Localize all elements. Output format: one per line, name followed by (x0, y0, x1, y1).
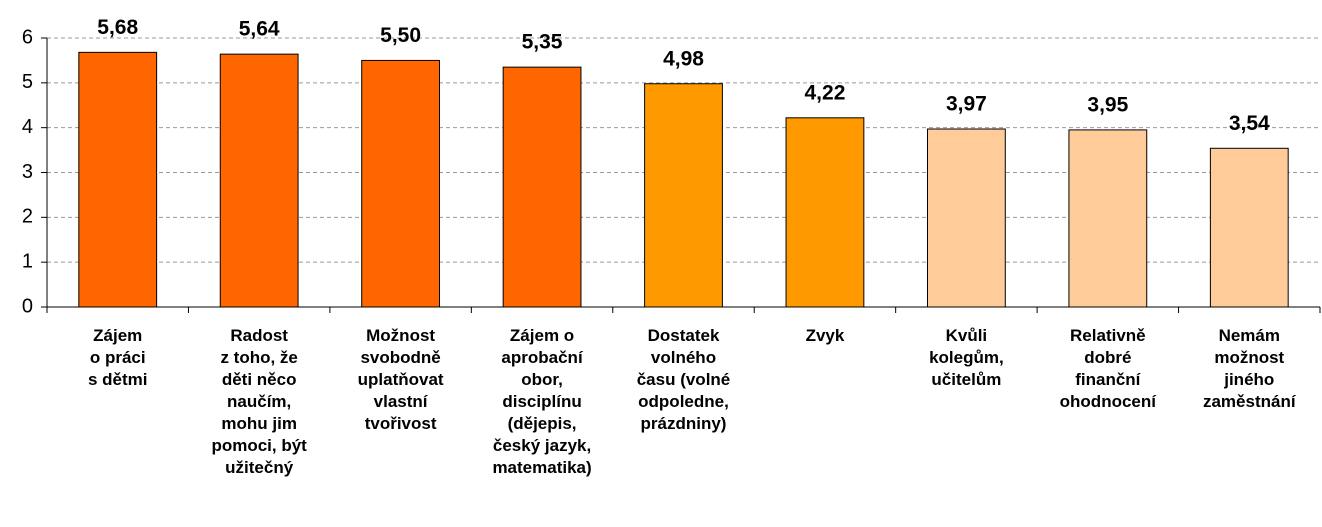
y-tick-label: 1 (22, 250, 33, 272)
x-tick-label: Radost z toho, že děti něco naučím, mohu jim… (211, 326, 307, 477)
value-label: 3,97 (946, 93, 987, 116)
value-label: 5,68 (97, 16, 138, 39)
bar (926, 128, 1006, 308)
x-tick-label: Dostatek volného času (volné odpoledne, práz… (637, 326, 731, 433)
x-tick-label: Relativně dobré finanční ohodnocení (1060, 326, 1158, 411)
x-tick-label-line: času (volné (637, 370, 731, 389)
x-tick-label-line: finanční (1075, 370, 1141, 389)
x-tick-label-line: Radost (230, 326, 288, 345)
bar (1068, 129, 1148, 308)
x-tick-label: Nemám možnost jiného zaměstnání (1203, 326, 1297, 411)
x-tick-label-line: svobodně (360, 348, 440, 367)
x-tick-label-line: z toho, že (220, 348, 297, 367)
x-tick-label-line: tvořivost (365, 414, 437, 433)
x-tick-label-line: český jazyk, (493, 436, 591, 455)
x-tick-label-line: Relativně (1070, 326, 1146, 345)
x-tick-label-line: aprobační (501, 348, 584, 367)
x-tick-label-line: kolegům, (929, 348, 1004, 367)
x-tick-label: Zájem o aprobační obor, disciplínu (dějepis,… (492, 326, 591, 477)
x-tick-label: Možnost svobodně uplatňovat vlastní tvořivos… (358, 326, 444, 433)
value-label: 4,22 (805, 81, 846, 104)
x-tick-label-line: ohodnocení (1060, 392, 1158, 411)
x-tick-label-line: disciplínu (502, 392, 581, 411)
y-tick-label: 0 (22, 295, 33, 317)
bar (502, 66, 582, 308)
x-tick-label-line: o práci (90, 348, 146, 367)
x-tick-label-line: volného (651, 348, 716, 367)
x-tick-label-line: obor, (521, 370, 563, 389)
value-label: 5,64 (239, 18, 280, 41)
value-label: 5,50 (380, 24, 421, 47)
value-label: 3,54 (1229, 112, 1270, 135)
y-tick-label: 3 (22, 161, 33, 183)
x-tick-label-line: Zvyk (806, 326, 845, 345)
x-tick-label-line: děti něco (222, 370, 297, 389)
x-tick-label-line: naučím, (227, 392, 291, 411)
x-tick-label-line: Kvůli (946, 326, 988, 345)
x-tick-label-line: učitelům (931, 370, 1001, 389)
x-tick-label-line: matematika) (492, 458, 591, 477)
x-tick-label-line: dobré (1084, 348, 1131, 367)
bar (219, 53, 299, 308)
x-tick-label-line: (dějepis, (508, 414, 577, 433)
bar (1209, 147, 1289, 308)
x-tick-label-line: jiného (1223, 370, 1274, 389)
bar (644, 83, 723, 308)
x-tick-label: Kvůli kolegům, učitelům (929, 326, 1004, 389)
x-tick-label-line: Zájem (93, 326, 142, 345)
x-tick-label-line: Zájem o (510, 326, 574, 345)
value-label: 3,95 (1087, 93, 1128, 116)
y-tick-label: 2 (22, 206, 33, 228)
x-tick-label-line: pomoci, být (211, 436, 307, 455)
y-tick-label: 6 (22, 26, 33, 48)
bar (78, 51, 158, 308)
x-tick-label: Zvyk (806, 326, 845, 345)
x-tick-label-line: s dětmi (88, 370, 148, 389)
x-tick-label-line: Nemám (1219, 326, 1280, 345)
x-tick-label-line: užitečný (225, 458, 294, 477)
bar (361, 59, 441, 308)
x-tick-label-line: prázdniny) (641, 414, 727, 433)
x-tick-label-line: Možnost (366, 326, 435, 345)
value-label: 4,98 (663, 47, 704, 70)
value-label: 5,35 (522, 31, 563, 54)
x-tick-label-line: odpoledne, (638, 392, 729, 411)
x-tick-label-line: zaměstnání (1203, 392, 1297, 411)
x-tick-label-line: vlastní (374, 392, 429, 411)
y-tick-label: 4 (22, 116, 33, 138)
x-tick-label: Zájem o práci s dětmi (88, 326, 148, 389)
x-tick-label-line: uplatňovat (358, 370, 444, 389)
x-tick-label-line: Dostatek (648, 326, 720, 345)
bar (785, 117, 865, 308)
x-tick-label-line: mohu jim (221, 414, 297, 433)
x-tick-label-line: možnost (1214, 348, 1284, 367)
y-tick-label: 5 (22, 71, 33, 93)
